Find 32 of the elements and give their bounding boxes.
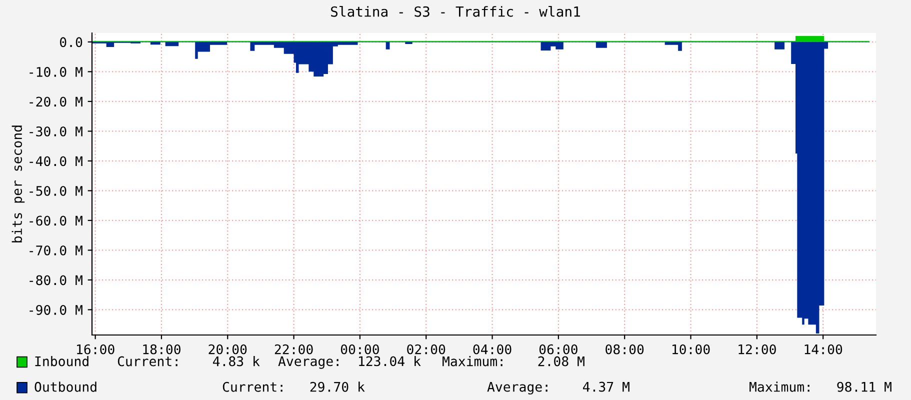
- text: Maximum: 98.11 M: [750, 382, 892, 392]
- text: Maximum: 2.08 M: [442, 356, 584, 366]
- x-tick-label: 12:00: [738, 344, 776, 354]
- x-tick-label: 16:00: [77, 344, 114, 354]
- x-tick-label: 14:00: [804, 344, 842, 354]
- x-tick-label: 06:00: [539, 344, 578, 354]
- text: Average: 4.37 M: [487, 382, 630, 394]
- legend-label: Inbound: [35, 356, 88, 366]
- y-tick-label: -50.0 M: [30, 186, 82, 196]
- y-tick-label: -30.0 M: [30, 126, 82, 136]
- x-tick-label: 18:00: [143, 344, 180, 354]
- y-tick-label: -80.0 M: [30, 275, 82, 286]
- x-tick-label: 20:00: [208, 344, 247, 354]
- y-tick-label: -10.0 M: [30, 66, 82, 77]
- text: Current: 29.70 k: [222, 382, 365, 392]
- y-tick-label: -20.0 M: [30, 96, 82, 107]
- y-tick-label: 0.0: [60, 37, 82, 48]
- text: Average: 123.04 k: [278, 356, 421, 369]
- text: Current: 4.83 k: [118, 356, 260, 366]
- y-tick-label: -70.0 M: [30, 245, 82, 256]
- x-tick-label: 08:00: [606, 344, 644, 354]
- x-tick-label: 22:00: [274, 344, 313, 354]
- y-tick-label: -40.0 M: [30, 156, 82, 166]
- x-tick-label: 10:00: [672, 344, 710, 354]
- y-axis-title: bits per second: [12, 126, 25, 242]
- legend-label: Outbound: [34, 382, 96, 392]
- x-tick-label: 00:00: [340, 344, 379, 354]
- y-tick-label: -60.0 M: [30, 216, 82, 226]
- x-tick-label: 02:00: [407, 344, 446, 354]
- chart-title: Slatina - S3 - Traffic - wlan1: [331, 6, 580, 17]
- y-tick-label: -90.0 M: [30, 304, 82, 315]
- x-tick-label: 04:00: [473, 344, 512, 354]
